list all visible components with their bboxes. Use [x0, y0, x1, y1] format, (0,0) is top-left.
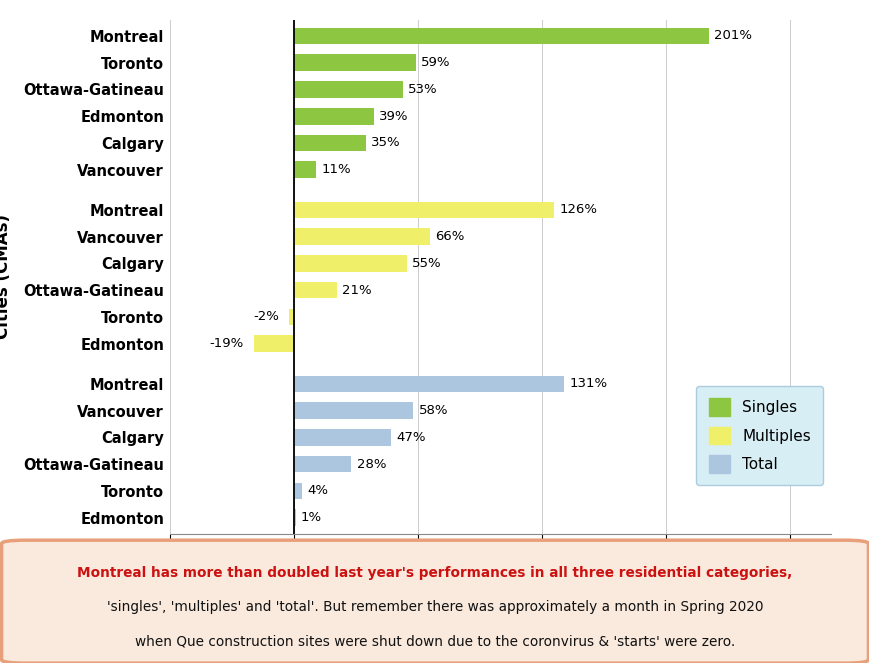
Bar	[294, 282, 336, 298]
Bar	[294, 202, 554, 218]
Text: 47%: 47%	[395, 431, 425, 444]
Text: Montreal has more than doubled last year's performances in all three residential: Montreal has more than doubled last year…	[77, 566, 792, 579]
Bar	[289, 309, 294, 326]
Bar	[294, 54, 415, 71]
Bar	[294, 483, 302, 499]
Bar	[294, 28, 708, 44]
Bar	[294, 429, 390, 446]
Text: 58%: 58%	[418, 404, 448, 417]
Text: 11%: 11%	[322, 163, 351, 176]
Text: 53%: 53%	[408, 83, 437, 96]
Legend: Singles, Multiples, Total: Singles, Multiples, Total	[695, 387, 822, 485]
X-axis label: % Change Y/Y: % Change Y/Y	[435, 566, 564, 585]
Bar	[294, 456, 351, 473]
Text: 55%: 55%	[412, 257, 441, 270]
Bar	[254, 335, 294, 352]
Text: 35%: 35%	[371, 137, 401, 149]
Text: 39%: 39%	[379, 110, 408, 123]
Bar	[294, 255, 407, 272]
Text: 28%: 28%	[356, 457, 386, 471]
Text: when Que construction sites were shut down due to the coronvirus & 'starts' were: when Que construction sites were shut do…	[135, 634, 734, 648]
Bar	[294, 135, 366, 151]
Text: -19%: -19%	[209, 337, 244, 350]
Text: -2%: -2%	[253, 310, 279, 324]
Text: 59%: 59%	[421, 56, 449, 69]
Bar	[294, 402, 413, 419]
Bar	[294, 228, 429, 245]
Y-axis label: Cities (CMAs): Cities (CMAs)	[0, 214, 12, 339]
Text: 'singles', 'multiples' and 'total'. But remember there was approximately a month: 'singles', 'multiples' and 'total'. But …	[107, 601, 762, 615]
Bar	[294, 81, 402, 97]
Bar	[294, 375, 564, 392]
Bar	[294, 509, 295, 526]
Text: 1%: 1%	[301, 511, 322, 524]
Bar	[294, 108, 374, 125]
Text: 66%: 66%	[434, 230, 464, 243]
Text: 201%: 201%	[713, 29, 751, 42]
Bar	[294, 162, 316, 178]
Text: 131%: 131%	[569, 377, 607, 391]
Text: 4%: 4%	[307, 485, 328, 497]
Text: 21%: 21%	[342, 284, 371, 296]
Text: 126%: 126%	[559, 204, 596, 216]
FancyBboxPatch shape	[2, 540, 867, 663]
